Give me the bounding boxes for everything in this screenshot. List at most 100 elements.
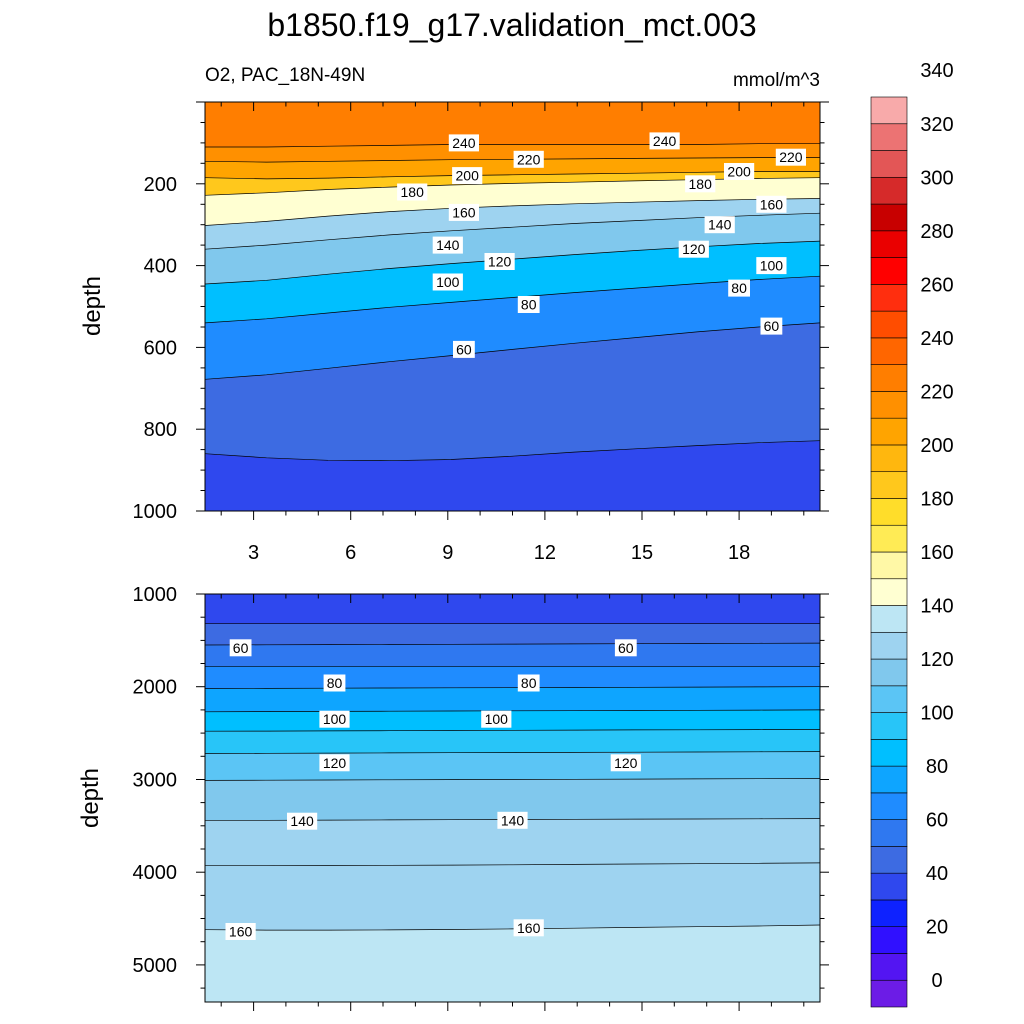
contour-label-box <box>517 296 540 313</box>
contour-label-box <box>756 195 787 213</box>
contour-band <box>205 322 820 461</box>
colorbar-label: 200 <box>920 435 953 457</box>
y-tick-label: 1000 <box>133 584 178 606</box>
contour-label-box <box>448 134 479 152</box>
contour-label-box <box>704 216 735 234</box>
colorbar-swatch <box>870 872 908 901</box>
contour-label-text: 120 <box>682 241 706 257</box>
contour-label-box <box>397 183 428 201</box>
x-tick-label: 18 <box>728 542 750 564</box>
contour-label: 100 <box>756 257 787 275</box>
contour-label: 60 <box>453 340 475 358</box>
contour-line <box>204 778 821 781</box>
y-tick-label: 2000 <box>133 677 178 699</box>
contour-line <box>204 729 821 732</box>
contour-band <box>205 440 820 511</box>
contour-band <box>205 925 820 1002</box>
contour-label-text: 200 <box>456 168 480 184</box>
contour-line <box>204 177 821 196</box>
contour-label-text: 160 <box>517 920 541 936</box>
y-tick-label: 5000 <box>133 955 178 977</box>
contour-label: 180 <box>397 183 428 201</box>
contour-label: 60 <box>614 639 637 657</box>
contour-line <box>204 198 821 226</box>
contour-label: 120 <box>484 253 515 270</box>
contour-line <box>204 440 821 462</box>
contour-label-text: 180 <box>689 176 713 192</box>
contour-line <box>205 143 820 148</box>
contour-line <box>204 275 821 324</box>
contour-label: 160 <box>225 923 256 940</box>
colorbar-swatch <box>870 846 908 874</box>
lower-panel: 60 60 80 80 100 100 120 120 140 140 160 160 1000 2000… <box>133 584 829 1011</box>
colorbar-swatch <box>870 926 908 954</box>
contour-band <box>205 686 820 712</box>
contour-label-box <box>319 710 350 728</box>
contour-band <box>205 157 820 179</box>
y-tick-label: 600 <box>144 337 177 359</box>
contour-label-text: 80 <box>521 675 537 691</box>
contour-label-box <box>229 639 252 657</box>
contour-label-text: 140 <box>501 812 525 828</box>
contour-label-text: 80 <box>327 675 343 691</box>
contour-line <box>204 686 821 689</box>
colorbar-label: 340 <box>920 60 953 82</box>
contour-label: 100 <box>319 710 350 728</box>
contour-label: 80 <box>323 674 346 692</box>
contour-label: 80 <box>517 296 540 313</box>
colorbar-swatch <box>870 123 908 151</box>
contour-line <box>204 924 821 931</box>
contour-label-text: 60 <box>456 341 472 357</box>
contour-label-text: 60 <box>233 640 249 656</box>
colorbar-swatch <box>870 150 908 178</box>
colorbar-label: 140 <box>920 596 953 618</box>
colorbar-label: 20 <box>926 917 948 939</box>
contour-band <box>205 709 820 732</box>
contour-line <box>204 642 821 646</box>
contour-label-box <box>323 674 346 692</box>
colorbar-label: 40 <box>926 863 948 885</box>
contour-label: 220 <box>775 148 806 166</box>
upper-ylabel: depth <box>79 276 106 336</box>
contour-label-box <box>517 674 540 692</box>
x-tick-label: 12 <box>534 542 556 564</box>
colorbar-label: 180 <box>920 489 953 511</box>
contour-label-text: 140 <box>708 217 732 233</box>
colorbar-label: 60 <box>926 810 948 832</box>
chart-title: b1850.f19_g17.validation_mct.003 <box>267 7 756 43</box>
contour-label: 180 <box>685 175 716 193</box>
contour-line <box>204 709 821 713</box>
contour-band <box>205 241 820 323</box>
colorbar-swatch <box>870 471 908 499</box>
contour-label: 140 <box>432 236 463 254</box>
contour-label-box <box>610 754 641 772</box>
contour-line <box>204 751 821 754</box>
colorbar-swatch <box>870 631 908 660</box>
colorbar-swatch <box>870 953 908 981</box>
colorbar-swatch <box>870 444 908 473</box>
contour-label-box <box>287 812 318 830</box>
colorbar-swatch <box>870 765 908 794</box>
colorbar-swatch <box>870 96 908 125</box>
contour-label-text: 140 <box>436 237 460 253</box>
contour-label: 80 <box>517 674 540 692</box>
colorbar-swatch <box>870 712 908 740</box>
colorbar-swatch <box>870 524 908 553</box>
left-title: O2, PAC_18N-49N <box>205 65 365 86</box>
contour-label-box <box>453 340 475 358</box>
contour-label: 80 <box>728 279 750 297</box>
contour-label-text: 220 <box>517 151 541 167</box>
y-tick-label: 1000 <box>133 501 178 523</box>
contour-label: 120 <box>319 754 350 772</box>
contour-label-box <box>484 253 515 270</box>
contour-label-box <box>319 754 350 772</box>
colorbar-swatch <box>870 257 908 285</box>
contour-label: 200 <box>724 163 755 180</box>
x-tick-label: 15 <box>631 542 653 564</box>
contour-label-box <box>728 279 750 297</box>
contour-label: 120 <box>678 240 709 258</box>
colorbar-swatch <box>870 364 908 392</box>
contour-band <box>205 729 820 754</box>
x-tick-label: 6 <box>345 542 356 564</box>
colorbar-swatch <box>870 658 908 687</box>
